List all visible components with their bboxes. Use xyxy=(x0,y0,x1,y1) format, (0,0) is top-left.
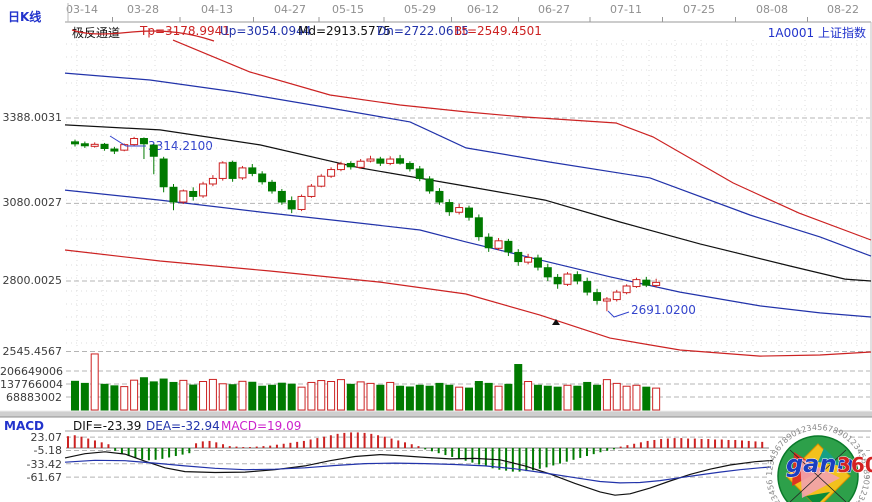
macd-axis-label: -61.67 xyxy=(26,471,62,485)
volume-axis-label: 206649006 xyxy=(0,365,63,378)
date-label: 03-28 xyxy=(127,3,159,16)
macd-header-value: MACD=19.09 xyxy=(221,419,302,433)
date-label: 04-27 xyxy=(274,3,306,16)
date-label: 07-25 xyxy=(683,3,715,16)
indicator-value-bt: Bt=2549.4501 xyxy=(454,24,542,38)
macd-panel-label: MACD xyxy=(4,419,44,433)
price-annotation: 3314.2100 xyxy=(148,139,213,153)
indicator-value-tp: Tp=3178.9941 xyxy=(140,24,230,38)
date-label: 07-11 xyxy=(610,3,642,16)
symbol-label: 1A0001 上证指数 xyxy=(767,26,866,40)
date-label: 08-22 xyxy=(827,3,859,16)
panel-separator[interactable] xyxy=(0,410,872,418)
gann360-logo: 1234567890123456789012345678901234567890… xyxy=(765,423,872,502)
price-axis-label: 3388.0031 xyxy=(2,111,63,124)
macd-header-value: DEA=-32.94 xyxy=(146,419,220,433)
macd-layer xyxy=(64,430,871,496)
chart-type-label: 日K线 xyxy=(8,10,42,24)
date-label: 06-27 xyxy=(538,3,570,16)
indicator-value-md: Md=2913.5775 xyxy=(298,24,391,38)
logo-green-triangle xyxy=(806,492,830,502)
logo-text-360: 360 xyxy=(837,453,872,477)
macd-axis-label: 23.07 xyxy=(30,431,63,445)
candlestick-layer xyxy=(71,136,661,312)
channel-lines-layer xyxy=(64,39,872,357)
indicator-name-label: 极反通道 xyxy=(72,26,121,40)
date-label: 03-14 xyxy=(66,3,98,16)
price-axis-label: 2545.4567 xyxy=(2,344,63,358)
macd-header-value: DIF=-23.39 xyxy=(73,419,142,433)
grid-layer xyxy=(65,3,872,410)
price-axis-label: 2800.0025 xyxy=(2,273,63,287)
macd-axis-label: -5.18 xyxy=(33,444,62,458)
date-label: 06-12 xyxy=(467,3,499,16)
logo-teal-triangle xyxy=(818,448,842,466)
indicator-value-up: Up=3054.0944 xyxy=(220,24,312,38)
logo-text-gann: gann xyxy=(786,450,854,478)
date-label: 04-13 xyxy=(201,3,233,16)
volume-layer xyxy=(71,353,661,411)
logo-kite-lines xyxy=(789,449,847,502)
date-label: 05-29 xyxy=(404,3,436,16)
macd-axis-label: -33.42 xyxy=(26,457,62,471)
indicator-value-dn: Dn=2722.0615 xyxy=(377,24,469,38)
volume-axis-label: 68883002 xyxy=(6,391,62,404)
annotations-layer xyxy=(109,135,630,325)
price-annotation: 2691.0200 xyxy=(631,303,696,317)
price-axis-label: 3080.0027 xyxy=(2,196,63,210)
volume-axis-label: 137766004 xyxy=(0,378,63,391)
date-label: 08-08 xyxy=(756,3,788,16)
date-label: 05-15 xyxy=(332,3,364,16)
